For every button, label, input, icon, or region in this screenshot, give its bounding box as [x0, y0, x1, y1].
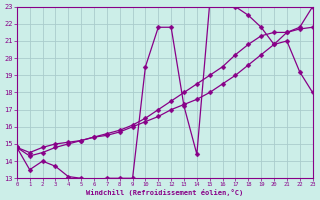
- X-axis label: Windchill (Refroidissement éolien,°C): Windchill (Refroidissement éolien,°C): [86, 189, 243, 196]
